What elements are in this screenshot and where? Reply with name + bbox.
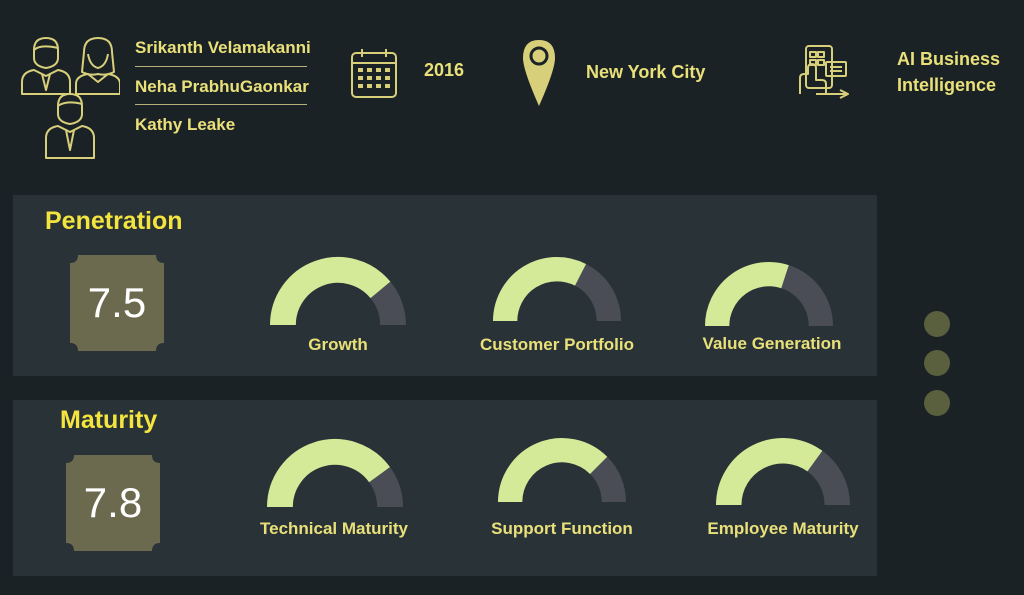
- score-value: 7.5: [87, 279, 147, 326]
- gauge-track: [806, 450, 850, 506]
- gauge-label: Support Function: [491, 519, 633, 538]
- gauge: [270, 257, 406, 326]
- author-name: Kathy Leake: [135, 115, 236, 134]
- gauge-label: Customer Portfolio: [480, 335, 634, 354]
- author-divider: [135, 104, 307, 105]
- gauge-track: [589, 456, 626, 503]
- gauge-label: Value Generation: [702, 334, 842, 353]
- gauge: [705, 262, 833, 327]
- topic-line-1: AI Business: [897, 49, 1001, 69]
- gauge-fill: [498, 438, 608, 503]
- gauge-fill: [270, 257, 391, 326]
- gauge: [267, 439, 403, 508]
- author-name: Srikanth Velamakanni: [135, 38, 311, 57]
- pager-dot[interactable]: [924, 311, 950, 337]
- section-title: Maturity: [60, 406, 158, 434]
- score-value: 7.8: [83, 479, 143, 526]
- section-title: Penetration: [45, 207, 183, 235]
- topic-line-2: Intelligence: [897, 75, 997, 95]
- pager-dot[interactable]: [924, 350, 950, 376]
- calendar-icon: [350, 47, 398, 99]
- gauge-track: [368, 467, 403, 508]
- gauge-track: [574, 263, 621, 322]
- score-box: 7.5: [70, 255, 164, 351]
- gauge-track: [780, 265, 833, 327]
- gauge: [498, 438, 626, 503]
- tablet-touch-icon: [796, 44, 850, 100]
- author-name: Neha PrabhuGaonkar: [135, 77, 309, 96]
- score-box: 7.8: [66, 455, 160, 551]
- gauge-fill: [705, 262, 789, 327]
- gauge: [716, 438, 850, 506]
- year-text: 2016: [424, 60, 465, 80]
- team-people-icon: [20, 32, 120, 160]
- gauge-fill: [267, 439, 391, 508]
- gauge-track: [370, 281, 406, 326]
- gauge: [493, 257, 621, 322]
- gauge-label: Growth: [308, 335, 368, 354]
- map-pin-icon: [521, 38, 557, 108]
- gauge-fill: [493, 257, 587, 322]
- author-divider: [135, 66, 307, 67]
- location-text: New York City: [586, 62, 706, 82]
- gauge-label: Technical Maturity: [260, 519, 408, 538]
- gauge-fill: [716, 438, 823, 506]
- gauge-label: Employee Maturity: [707, 519, 859, 538]
- pager-dot[interactable]: [924, 390, 950, 416]
